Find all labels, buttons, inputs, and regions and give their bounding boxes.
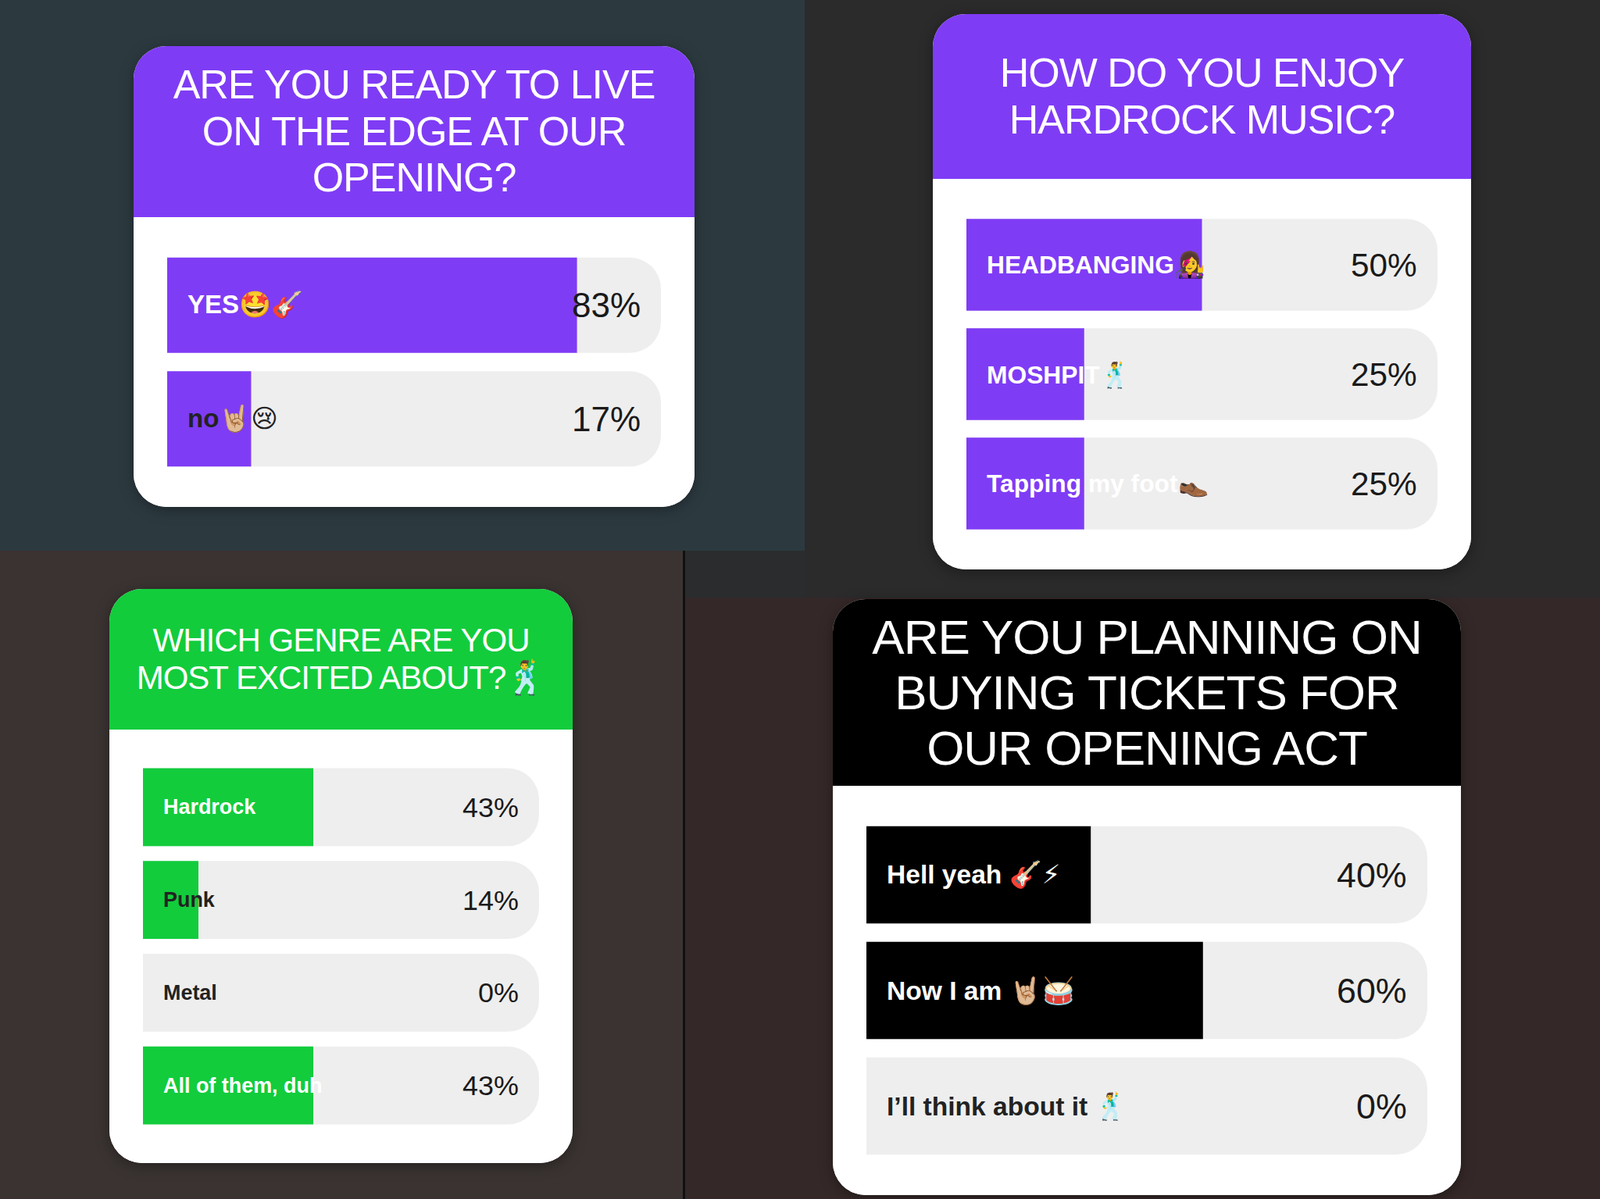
svg-text:YES🤩🎸: YES🤩🎸 <box>187 289 304 321</box>
svg-text:25%: 25% <box>1350 465 1418 503</box>
svg-text:40%: 40% <box>1336 855 1408 895</box>
html-text:WHICH GENRE ARE YOU MOST EXCIT: WHICH GENRE ARE YOU MOST EXCITED ABOUT?🕺 <box>136 621 546 697</box>
svg-text:25%: 25% <box>1350 356 1418 393</box>
svg-text:Hell yeah 🎸⚡: Hell yeah 🎸⚡ <box>886 859 1061 891</box>
svg-text:43%: 43% <box>462 791 519 824</box>
html-text:HOW DO YOU ENJOY HARDROCK MUSI: HOW DO YOU ENJOY HARDROCK MUSIC? <box>999 49 1405 142</box>
html-text:ARE YOU PLANNING ON BUYING TIC: ARE YOU PLANNING ON BUYING TICKETS FOR O… <box>872 609 1422 776</box>
svg-text:All of them, duh: All of them, duh <box>163 1074 322 1098</box>
html-text:ARE YOU READY TO LIVE ON THE E: ARE YOU READY TO LIVE ON THE EDGE AT OUR… <box>173 61 655 201</box>
svg-text:Metal: Metal <box>163 981 218 1005</box>
svg-text:Now I am 🤘🏼🥁: Now I am 🤘🏼🥁 <box>886 975 1075 1008</box>
svg-text:83%: 83% <box>571 285 641 325</box>
svg-text:0%: 0% <box>1356 1086 1408 1126</box>
svg-text:no🤘🏼😢: no🤘🏼😢 <box>187 403 279 435</box>
svg-text:Hardrock: Hardrock <box>163 795 256 819</box>
svg-text:Punk: Punk <box>163 888 215 912</box>
svg-text:60%: 60% <box>1336 971 1408 1011</box>
svg-text:I’ll think about it 🕺: I’ll think about it 🕺 <box>886 1090 1129 1122</box>
svg-text:14%: 14% <box>462 884 519 917</box>
svg-text:HEADBANGING👩‍🎤: HEADBANGING👩‍🎤 <box>986 250 1206 279</box>
svg-text:Tapping my foot👞: Tapping my foot👞 <box>986 469 1210 498</box>
svg-text:0%: 0% <box>478 976 519 1009</box>
svg-text:17%: 17% <box>571 400 641 439</box>
svg-text:43%: 43% <box>462 1069 519 1102</box>
svg-text:MOSHPIT🕺: MOSHPIT🕺 <box>986 360 1132 390</box>
svg-text:50%: 50% <box>1350 246 1418 284</box>
